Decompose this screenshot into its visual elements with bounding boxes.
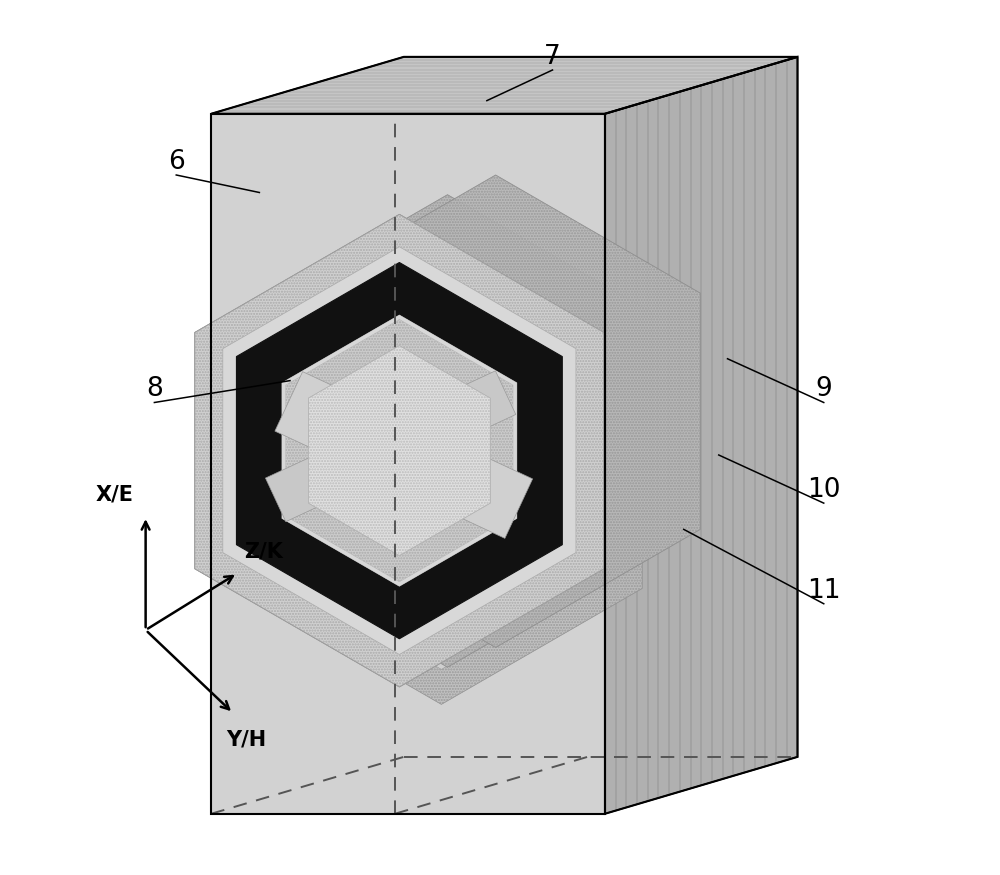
Text: X/E: X/E	[96, 485, 134, 504]
Text: Y/H: Y/H	[226, 730, 266, 749]
Polygon shape	[282, 315, 517, 586]
Polygon shape	[223, 247, 576, 654]
Polygon shape	[282, 315, 517, 586]
Polygon shape	[605, 57, 798, 814]
Text: 6: 6	[168, 149, 185, 175]
Text: 7: 7	[544, 44, 561, 70]
Text: 8: 8	[146, 376, 163, 402]
Text: 10: 10	[807, 477, 840, 503]
Text: 11: 11	[807, 578, 840, 604]
Polygon shape	[271, 276, 612, 669]
Polygon shape	[241, 241, 642, 704]
Text: Z/K: Z/K	[244, 542, 283, 561]
Text: 9: 9	[815, 376, 832, 402]
Polygon shape	[291, 175, 700, 648]
Polygon shape	[236, 262, 562, 639]
Polygon shape	[308, 346, 490, 556]
Polygon shape	[243, 195, 652, 668]
Polygon shape	[281, 287, 602, 658]
Polygon shape	[265, 371, 516, 522]
Polygon shape	[286, 319, 513, 582]
Polygon shape	[195, 214, 604, 687]
Polygon shape	[275, 372, 533, 538]
Polygon shape	[195, 214, 604, 687]
Polygon shape	[322, 334, 561, 611]
Polygon shape	[211, 57, 798, 114]
Polygon shape	[211, 114, 605, 814]
